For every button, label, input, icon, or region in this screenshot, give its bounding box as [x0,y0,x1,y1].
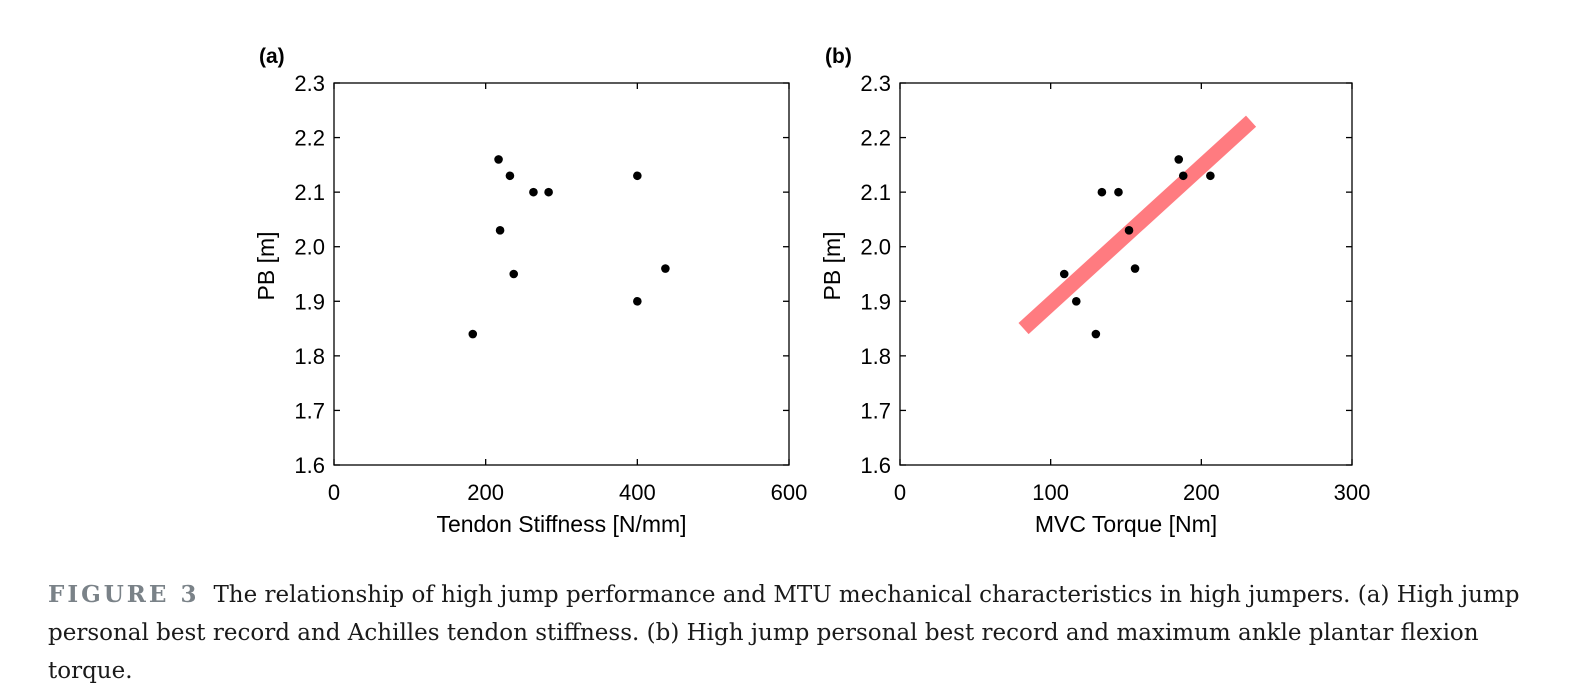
y-axis-label: PB [m] [253,231,279,300]
data-point [509,269,519,279]
data-point [505,171,515,181]
y-tick-label: 1.8 [860,344,891,369]
y-tick-label: 2.2 [294,126,325,151]
data-point [495,226,505,235]
data-point [544,187,553,197]
y-tick-label: 2.0 [860,235,891,260]
y-tick-label: 2.3 [294,71,325,96]
data-point [1124,226,1134,235]
chart-panel-a: (a) 1.6 1.7 1.8 1.9 2.0 2.1 2.2 2.3 0 200 400 600 Ten… [253,45,807,537]
x-tick-label: 400 [619,480,656,505]
x-tick-label: 100 [1032,480,1069,505]
data-point [529,187,538,197]
y-tick-label: 1.9 [860,289,891,314]
figure-caption: FIGURE 3 The relationship of high jump pe… [48,576,1558,690]
plot-frame [899,82,1353,466]
x-tick-label: 300 [1334,480,1371,505]
data-point [1206,171,1215,181]
x-tick-label: 200 [467,480,504,505]
x-tick-label: 200 [1183,480,1220,505]
data-point [1097,187,1107,197]
x-axis-label: Tendon Stiffness [N/mm] [436,511,686,537]
y-axis-label: PB [m] [819,231,845,300]
data-point [1059,269,1069,279]
y-tick-label: 1.6 [860,453,891,478]
y-tick-label: 2.1 [294,180,325,205]
y-tick-label: 1.6 [294,453,325,478]
y-tick-label: 1.9 [294,289,325,314]
data-point [494,155,503,164]
plot-frame [333,82,790,466]
y-tick-label: 2.0 [294,235,325,260]
data-point [661,264,670,273]
data-point [633,296,642,306]
data-point [1174,155,1184,164]
data-point [633,171,642,181]
y-tick-label: 1.7 [294,398,325,423]
y-tick-label: 2.3 [860,71,891,96]
panel-label: (a) [259,45,285,68]
data-point [1091,329,1101,339]
data-point [468,329,478,339]
data-point [1114,187,1123,197]
x-axis-label: MVC Torque [Nm] [1035,511,1217,537]
y-tick-label: 2.1 [860,180,891,205]
chart-panel-b: (b) 1.6 1.7 1.8 1.9 2.0 2.1 2.2 2.3 0 100 200 300 MVC… [819,45,1370,537]
caption-text: The relationship of high jump performanc… [48,582,1520,684]
data-point [1178,171,1188,181]
regression-line [1018,115,1257,335]
figure-label: FIGURE 3 [48,581,200,608]
data-point [1130,264,1140,273]
x-tick-label: 0 [328,480,340,505]
panel-label: (b) [825,45,852,68]
figure-3-charts: (a) 1.6 1.7 1.8 1.9 2.0 2.1 2.2 2.3 0 200 400 600 Ten… [253,45,1370,537]
y-tick-label: 1.7 [860,398,891,423]
y-tick-label: 1.8 [294,344,325,369]
data-point [1071,296,1081,306]
x-tick-label: 0 [894,480,906,505]
y-tick-label: 2.2 [860,126,891,151]
x-tick-label: 600 [771,480,808,505]
